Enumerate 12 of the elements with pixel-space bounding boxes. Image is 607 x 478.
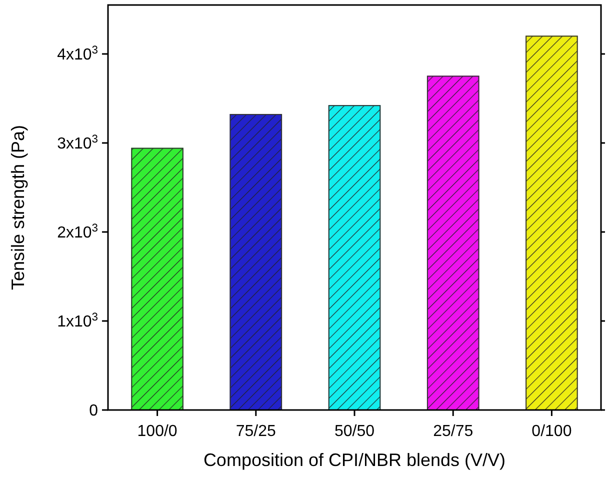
- y-axis-title: Tensile strength (Pa): [8, 124, 28, 290]
- y-tick-label: 0: [89, 402, 98, 420]
- x-axis-title: Composition of CPI/NBR blends (V/V): [203, 450, 506, 470]
- y-tick-label: 3x10$^{3}$: [57, 134, 98, 153]
- y-tick-label: 1x10$^{3}$: [57, 312, 98, 331]
- x-tick-label: 0/100: [532, 423, 572, 440]
- x-tick-label: 25/75: [433, 423, 474, 440]
- x-tick-label: 50/50: [334, 423, 375, 440]
- x-tick-label: 75/25: [236, 423, 276, 440]
- x-tick-label: 100/0: [137, 423, 178, 440]
- y-tick-label: 2x10$^{3}$: [57, 222, 98, 242]
- y-tick-label: 4x10$^{3}$: [57, 44, 98, 64]
